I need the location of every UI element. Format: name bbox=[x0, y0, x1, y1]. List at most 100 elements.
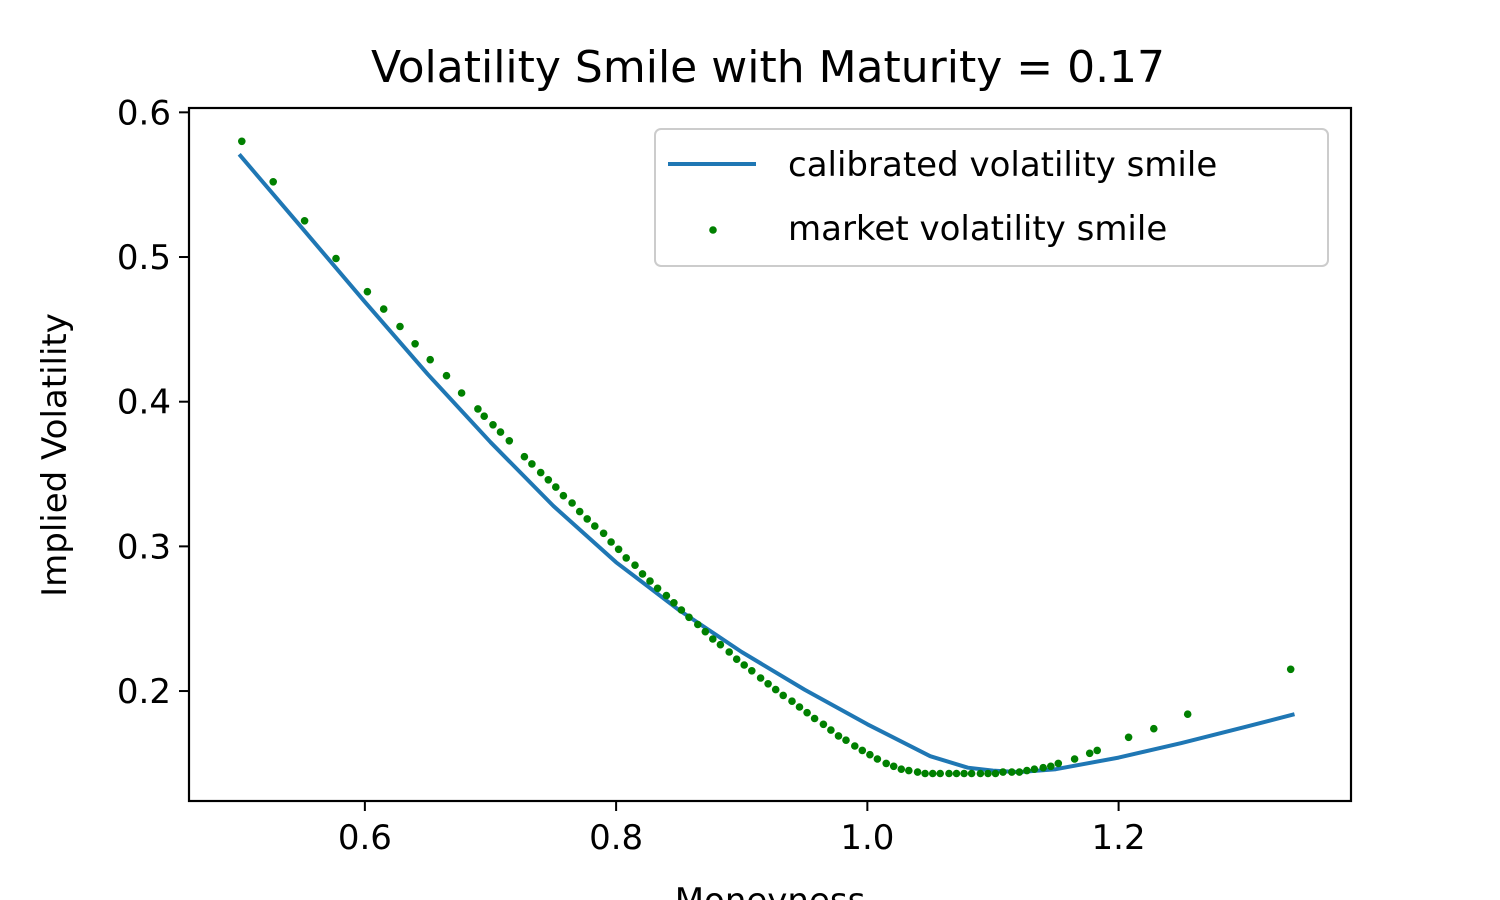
x-axis-ticks: 0.6 0.8 1.0 1.2 bbox=[338, 801, 1146, 858]
market-point bbox=[889, 762, 898, 771]
y-axis-label: Implied Volatility bbox=[35, 313, 75, 597]
market-point bbox=[457, 389, 466, 397]
market-point bbox=[740, 661, 748, 669]
x-axis-label: Moneyness bbox=[675, 881, 866, 900]
market-point bbox=[694, 620, 702, 629]
market-point bbox=[1183, 710, 1192, 718]
market-point bbox=[999, 768, 1007, 776]
market-point bbox=[496, 428, 505, 436]
market-point bbox=[905, 766, 913, 775]
market-point bbox=[991, 769, 1000, 778]
market-point bbox=[952, 769, 961, 778]
market-point bbox=[960, 769, 968, 778]
market-point bbox=[442, 371, 451, 380]
market-point bbox=[379, 305, 388, 313]
market-point bbox=[685, 613, 693, 622]
market-point bbox=[882, 759, 890, 768]
x-tick-label: 1.0 bbox=[840, 818, 894, 858]
market-point bbox=[662, 591, 671, 600]
x-tick-label: 1.2 bbox=[1092, 818, 1146, 858]
market-point bbox=[670, 599, 678, 607]
market-point bbox=[795, 703, 804, 711]
market-point bbox=[913, 768, 922, 776]
market-point bbox=[725, 648, 733, 656]
market-point bbox=[1286, 665, 1295, 674]
market-point bbox=[599, 529, 608, 538]
market-point bbox=[1093, 746, 1101, 755]
y-tick-label: 0.4 bbox=[117, 383, 171, 423]
market-point bbox=[638, 570, 647, 578]
market-point bbox=[300, 217, 309, 225]
market-point bbox=[474, 405, 482, 413]
market-point bbox=[1150, 724, 1158, 733]
y-tick-label: 0.5 bbox=[117, 238, 171, 278]
market-point bbox=[779, 691, 787, 700]
market-point bbox=[771, 685, 780, 694]
market-point bbox=[1047, 762, 1055, 771]
market-point bbox=[1008, 768, 1016, 776]
market-point bbox=[622, 554, 630, 562]
market-point bbox=[748, 667, 756, 675]
market-point bbox=[976, 769, 985, 778]
market-point bbox=[945, 769, 953, 778]
market-point bbox=[834, 732, 843, 740]
market-point bbox=[716, 640, 725, 649]
legend: calibrated volatility smile market volat… bbox=[654, 128, 1329, 267]
market-point bbox=[732, 655, 741, 663]
market-point bbox=[528, 460, 536, 468]
market-point bbox=[827, 726, 835, 734]
market-point bbox=[984, 769, 992, 778]
market-point bbox=[505, 437, 514, 445]
legend-swatch-market bbox=[709, 226, 717, 234]
market-point bbox=[607, 538, 615, 546]
market-point bbox=[921, 769, 929, 778]
legend-box bbox=[654, 128, 1329, 267]
market-point bbox=[764, 680, 772, 688]
market-point bbox=[520, 452, 529, 461]
market-point bbox=[614, 545, 623, 554]
market-point bbox=[583, 515, 591, 523]
plot-data-layer bbox=[237, 137, 1296, 778]
market-point bbox=[851, 742, 859, 750]
market-point bbox=[858, 746, 867, 755]
market-point bbox=[819, 720, 828, 729]
y-axis-ticks: 0.2 0.3 0.4 0.5 0.6 bbox=[117, 93, 189, 712]
market-point bbox=[426, 355, 435, 364]
market-point bbox=[803, 708, 811, 717]
y-tick-label: 0.6 bbox=[117, 93, 171, 133]
legend-label-market: market volatility smile bbox=[788, 209, 1167, 249]
plot-frame bbox=[187, 106, 1353, 803]
market-point bbox=[544, 476, 553, 484]
market-point bbox=[873, 755, 882, 763]
chart-title: Volatility Smile with Maturity = 0.17 bbox=[371, 42, 1165, 93]
y-tick-label: 0.3 bbox=[117, 527, 171, 567]
market-point bbox=[568, 499, 576, 507]
legend-label-calibrated: calibrated volatility smile bbox=[788, 145, 1217, 185]
market-point bbox=[1015, 768, 1024, 776]
market-point bbox=[411, 340, 419, 348]
market-point bbox=[552, 483, 560, 491]
market-point bbox=[631, 561, 639, 569]
market-point bbox=[928, 769, 937, 778]
market-point bbox=[1023, 766, 1031, 775]
market-point bbox=[536, 468, 545, 477]
market-point bbox=[269, 178, 278, 186]
market-point bbox=[238, 137, 246, 146]
market-point bbox=[897, 765, 906, 773]
market-point bbox=[788, 697, 796, 705]
series-line-calibrated bbox=[237, 153, 1296, 775]
market-point bbox=[1070, 755, 1079, 763]
market-point bbox=[646, 577, 654, 585]
market-point bbox=[591, 522, 599, 530]
market-point bbox=[677, 606, 686, 614]
market-point bbox=[756, 674, 765, 682]
market-point bbox=[480, 412, 489, 421]
market-point bbox=[575, 507, 584, 516]
market-point bbox=[1124, 733, 1133, 742]
market-point bbox=[1030, 765, 1039, 773]
market-point bbox=[1039, 763, 1047, 772]
y-tick-label: 0.2 bbox=[117, 672, 171, 712]
market-point bbox=[332, 254, 340, 263]
market-point bbox=[1085, 749, 1094, 758]
